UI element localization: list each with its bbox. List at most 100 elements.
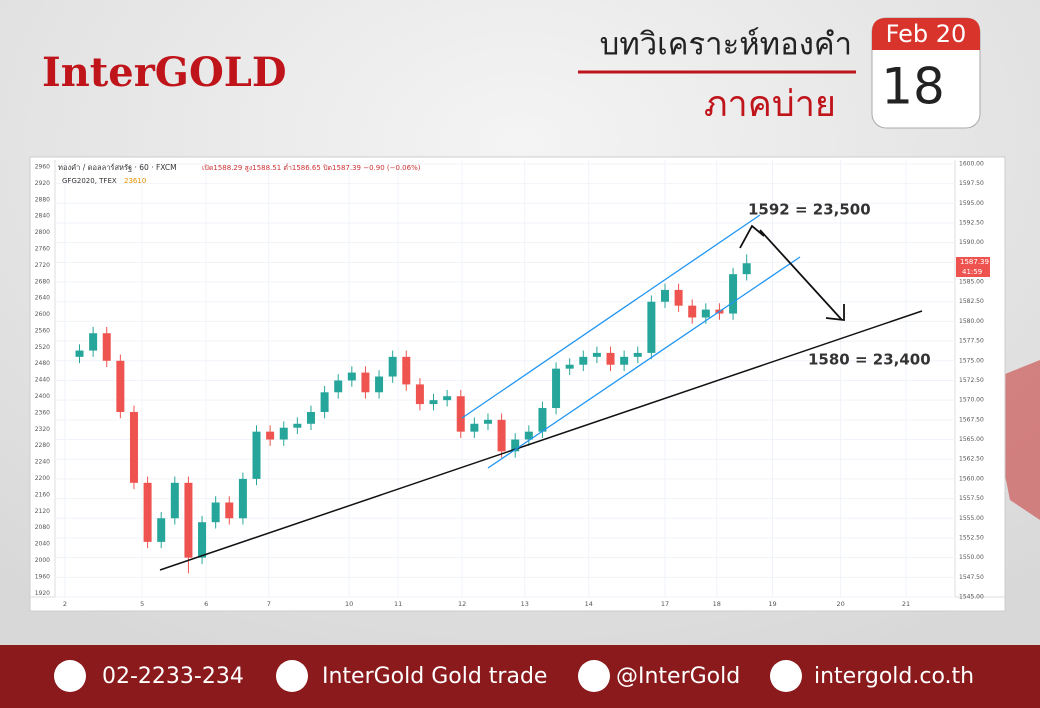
candle-body	[116, 360, 125, 412]
y2-tick-label: 1595.00	[959, 200, 984, 207]
x-tick-label: 14	[585, 600, 593, 608]
candle-body	[388, 356, 397, 377]
candle-body	[497, 419, 506, 452]
overlay-value: 23610	[124, 177, 146, 185]
y-tick-label: 2400	[35, 393, 50, 400]
x-tick-label: 12	[458, 600, 466, 608]
candle-body	[89, 333, 98, 351]
facebook-icon	[276, 660, 308, 692]
candle-body	[320, 392, 329, 412]
x-tick-label: 20	[836, 600, 844, 608]
y2-tick-label: 1562.50	[959, 456, 984, 463]
annotation: 1580 = 23,400	[808, 351, 931, 369]
y-tick-label: 2120	[35, 508, 50, 515]
candle-body	[170, 482, 179, 519]
trend-line	[159, 310, 923, 571]
candle-body	[102, 333, 111, 361]
y-tick-label: 2680	[35, 278, 50, 285]
candle-body	[415, 384, 424, 405]
y-tick-label: 1960	[35, 573, 50, 580]
candle-body	[402, 356, 411, 385]
line-icon	[578, 660, 610, 692]
y2-tick-label: 1572.50	[959, 377, 984, 384]
candle-body	[524, 431, 533, 440]
y-tick-label: 2920	[35, 180, 50, 187]
y-tick-label: 2640	[35, 295, 50, 302]
candle-body	[334, 380, 343, 393]
candle-body	[157, 518, 166, 542]
y-tick-label: 2240	[35, 459, 50, 466]
y2-tick-label: 1582.50	[959, 298, 984, 305]
y2-tick-label: 1577.50	[959, 338, 984, 345]
y2-tick-label: 1545.00	[959, 594, 984, 601]
candle-body	[361, 372, 370, 393]
y2-tick-label: 1565.00	[959, 436, 984, 443]
x-tick-label: 19	[768, 600, 776, 608]
candle-body	[279, 427, 288, 440]
y-tick-label: 1920	[35, 590, 50, 597]
candle-body	[252, 431, 261, 479]
footer-facebook: InterGold Gold trade	[322, 664, 547, 689]
candle-body	[620, 356, 629, 365]
candle-body	[483, 419, 492, 424]
y2-tick-label: 1557.50	[959, 495, 984, 502]
candle-body	[266, 431, 275, 440]
candle-body	[143, 482, 152, 542]
candle-body	[660, 289, 669, 302]
candle-body	[647, 301, 656, 353]
y2-tick-label: 1552.50	[959, 534, 984, 541]
y-tick-label: 2160	[35, 491, 50, 498]
candle-body	[552, 368, 561, 409]
y-tick-label: 2520	[35, 344, 50, 351]
footer	[0, 645, 1040, 708]
candle-body	[456, 396, 465, 432]
footer-icons	[54, 660, 802, 692]
chart-frame	[29, 156, 1006, 612]
candle-body	[238, 478, 247, 519]
calendar-top	[872, 18, 980, 50]
candle-body	[579, 356, 588, 365]
last-price: 1587.39	[960, 258, 989, 266]
countdown: 41:59	[962, 268, 982, 276]
calendar-day: 18	[881, 58, 945, 116]
candle-body	[592, 352, 601, 357]
y-tick-label: 2600	[35, 311, 50, 318]
drawings	[159, 214, 923, 571]
y2-tick-label: 1600.00	[959, 160, 984, 167]
footer-website: intergold.co.th	[814, 664, 974, 689]
web-icon	[770, 660, 802, 692]
y-tick-label: 2440	[35, 377, 50, 384]
y-tick-label: 2040	[35, 541, 50, 548]
y-tick-label: 2840	[35, 213, 50, 220]
y2-tick-label: 1575.00	[959, 357, 984, 364]
x-tick-label: 13	[521, 600, 529, 608]
overlay: GFG2020, TFEX	[62, 177, 117, 185]
candle-body	[701, 309, 710, 318]
title: บทวิเคราะห์ทองคำ	[600, 27, 852, 63]
y-tick-label: 2080	[35, 524, 50, 531]
phone-icon	[54, 660, 86, 692]
y-tick-label: 2720	[35, 262, 50, 269]
candle-body	[606, 352, 615, 365]
candle-body	[538, 408, 547, 432]
candle-body	[347, 372, 356, 381]
ohlc: เปิด1588.29 สูง1588.51 ต่ำ1586.65 ปิด158…	[202, 163, 421, 172]
y2-tick-label: 1547.50	[959, 574, 984, 581]
candle-body	[129, 411, 138, 483]
footer-line: @InterGold	[616, 664, 740, 689]
footer-phone: 02-2233-234	[102, 664, 244, 689]
channel-line	[461, 214, 761, 419]
x-tick-label: 6	[204, 600, 208, 608]
y-tick-label: 2480	[35, 360, 50, 367]
candle-body	[742, 263, 751, 275]
candle-body	[225, 502, 234, 519]
symbol: ทองคำ / ดอลลาร์สหรัฐ · 60 · FXCM	[58, 163, 177, 172]
candle-body	[211, 502, 220, 523]
y2-tick-label: 1590.00	[959, 239, 984, 246]
candle-body	[729, 274, 738, 314]
y-tick-label: 2360	[35, 409, 50, 416]
x-tick-label: 5	[140, 600, 144, 608]
candle-body	[184, 482, 193, 558]
y2-tick-label: 1570.00	[959, 397, 984, 404]
